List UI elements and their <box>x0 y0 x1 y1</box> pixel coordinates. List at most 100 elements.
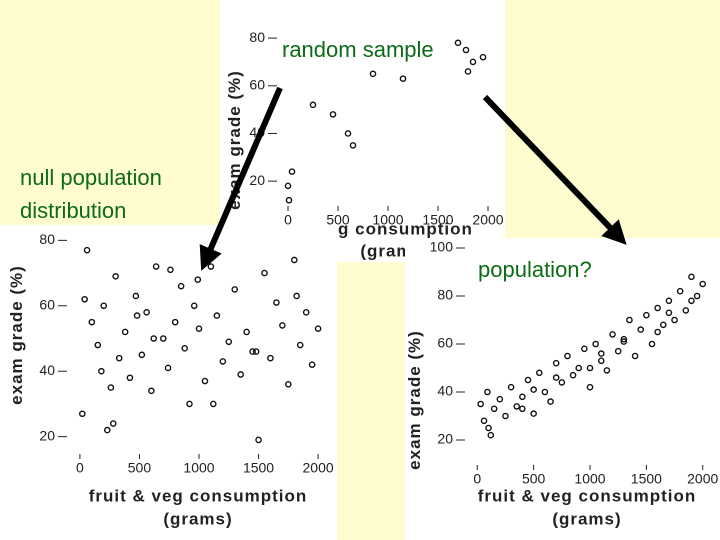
data-point <box>552 374 560 381</box>
data-point <box>121 328 129 336</box>
data-point <box>314 325 322 332</box>
x-axis-label: veg consumption <box>317 219 473 238</box>
y-tick-label: 20 <box>39 427 55 443</box>
x-tick-label: 500 <box>522 471 546 487</box>
data-point <box>631 352 639 360</box>
data-point <box>201 377 209 385</box>
chart-panel <box>0 225 337 540</box>
data-point <box>496 395 504 403</box>
y-tick-label: 80 <box>249 29 265 45</box>
data-point <box>519 405 526 413</box>
data-point <box>654 328 661 336</box>
data-point <box>104 426 111 434</box>
data-point <box>519 393 526 401</box>
data-point <box>308 361 316 368</box>
data-point <box>195 325 203 332</box>
x-tick-label: 2000 <box>687 471 718 487</box>
annotation: population? <box>478 257 592 282</box>
data-point <box>100 302 108 310</box>
data-point <box>237 371 244 378</box>
data-point <box>597 357 605 365</box>
data-point <box>284 182 292 190</box>
y-tick-label: 100 <box>430 239 454 255</box>
y-tick-label: 40 <box>39 362 55 378</box>
y-tick-label: 60 <box>437 335 453 351</box>
data-point <box>558 379 566 386</box>
data-point <box>81 295 88 303</box>
x-tick-label: 1500 <box>631 471 662 487</box>
data-point <box>462 46 470 54</box>
data-point <box>288 168 296 175</box>
data-point <box>626 316 633 324</box>
x-tick-label: 2000 <box>303 460 334 476</box>
data-point <box>469 58 477 66</box>
data-point <box>535 369 543 377</box>
data-point <box>682 307 690 314</box>
x-tick-label: 1500 <box>422 212 453 228</box>
data-point <box>309 101 317 109</box>
data-point <box>699 280 707 288</box>
data-point <box>659 321 667 329</box>
data-point <box>369 70 377 78</box>
data-point <box>273 299 280 306</box>
data-point <box>592 340 599 348</box>
x-tick-label: 2000 <box>472 212 503 228</box>
x-axis-label: fruit & veg consumption <box>89 486 308 505</box>
y-tick-label: 80 <box>437 287 453 303</box>
data-point <box>194 276 202 283</box>
y-tick-label: 60 <box>249 76 265 92</box>
data-point <box>603 367 611 374</box>
x-tick-label: 0 <box>284 212 292 228</box>
data-point <box>255 436 262 444</box>
data-point <box>530 386 537 393</box>
data-point <box>671 316 678 324</box>
data-point <box>637 326 645 333</box>
data-point <box>693 292 701 300</box>
data-point <box>620 335 628 343</box>
data-point <box>524 376 532 384</box>
data-point <box>164 364 172 372</box>
data-point <box>665 309 673 317</box>
data-point <box>148 387 155 395</box>
data-point <box>302 309 310 316</box>
data-point <box>688 273 695 281</box>
data-point <box>112 273 119 280</box>
data-point <box>181 345 189 352</box>
data-point <box>552 359 560 367</box>
y-tick-label: 20 <box>249 172 265 188</box>
data-point <box>502 412 509 420</box>
data-point <box>133 312 141 319</box>
x-tick-label: 1000 <box>183 460 214 476</box>
data-point <box>152 263 160 270</box>
x-tick-label: 0 <box>76 460 84 476</box>
y-tick-label: 80 <box>39 231 55 247</box>
data-point <box>98 367 105 375</box>
data-point <box>513 403 521 410</box>
data-point <box>159 335 167 342</box>
data-point <box>107 384 115 391</box>
data-point <box>547 398 554 405</box>
data-point <box>586 383 594 391</box>
data-point <box>329 111 337 118</box>
data-point <box>109 420 117 427</box>
data-point <box>569 371 577 379</box>
data-point <box>293 292 300 300</box>
x-axis-label: (grams) <box>163 509 232 528</box>
data-point <box>480 417 488 425</box>
data-point <box>243 328 250 336</box>
data-point <box>620 338 628 345</box>
data-point <box>643 311 650 319</box>
data-point <box>115 354 123 362</box>
data-point <box>575 364 583 372</box>
data-point <box>484 388 491 396</box>
data-point <box>261 269 268 277</box>
chart-panel <box>220 0 505 262</box>
y-tick-label: 40 <box>437 383 453 399</box>
data-point <box>586 364 594 372</box>
data-point <box>252 348 260 355</box>
data-point <box>132 292 140 300</box>
data-point <box>597 350 605 357</box>
